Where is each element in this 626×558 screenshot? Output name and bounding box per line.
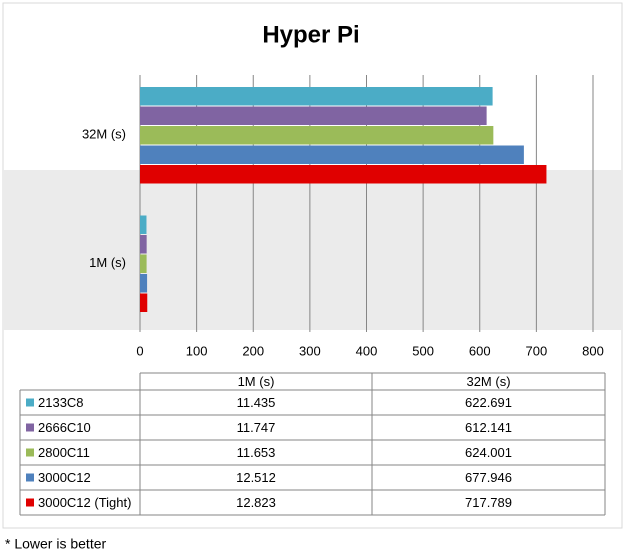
- legend-label: 3000C12: [38, 470, 91, 485]
- table-cell: 11.435: [237, 395, 276, 410]
- table-cell: 12.512: [236, 470, 276, 485]
- bar: [140, 145, 524, 164]
- bar: [140, 235, 147, 254]
- x-tick-label: 600: [469, 343, 491, 358]
- legend-label: 2666C10: [38, 420, 91, 435]
- x-tick-label: 200: [242, 343, 264, 358]
- legend-label: 2800C11: [38, 445, 90, 460]
- bar: [140, 126, 494, 145]
- x-tick-label: 800: [582, 343, 604, 358]
- x-tick-label: 500: [412, 343, 434, 358]
- bar: [140, 254, 147, 273]
- legend-key: [26, 448, 34, 457]
- table-cell: 11.653: [237, 445, 276, 460]
- bar: [140, 165, 547, 184]
- y-tick-label: 32M (s): [82, 127, 126, 142]
- x-tick-label: 0: [136, 343, 143, 358]
- legend-label: 3000C12 (Tight): [38, 495, 131, 510]
- x-tick-label: 100: [186, 343, 208, 358]
- table-cell: 624.001: [465, 445, 512, 460]
- table-cell: 11.747: [237, 420, 276, 435]
- bar: [140, 87, 493, 106]
- legend-key: [26, 398, 34, 407]
- watermark-band: [3, 170, 622, 330]
- table-header: 1M (s): [238, 374, 275, 389]
- footnote: * Lower is better: [5, 536, 106, 552]
- bar: [140, 293, 148, 312]
- chart-title: Hyper Pi: [262, 21, 359, 48]
- bar: [140, 106, 487, 125]
- x-tick-label: 300: [299, 343, 321, 358]
- legend-key: [26, 473, 34, 482]
- table-cell: 677.946: [465, 470, 512, 485]
- table-cell: 622.691: [465, 395, 512, 410]
- table-cell: 12.823: [236, 495, 276, 510]
- y-tick-label: 1M (s): [89, 255, 126, 270]
- legend-label: 2133C8: [38, 395, 84, 410]
- table-header: 32M (s): [466, 374, 510, 389]
- bar: [140, 274, 148, 293]
- bar: [140, 215, 147, 234]
- x-tick-label: 700: [526, 343, 548, 358]
- table-cell: 717.789: [465, 495, 512, 510]
- table-cell: 612.141: [465, 420, 512, 435]
- legend-key: [26, 423, 34, 432]
- legend-key: [26, 498, 34, 507]
- x-tick-label: 400: [356, 343, 378, 358]
